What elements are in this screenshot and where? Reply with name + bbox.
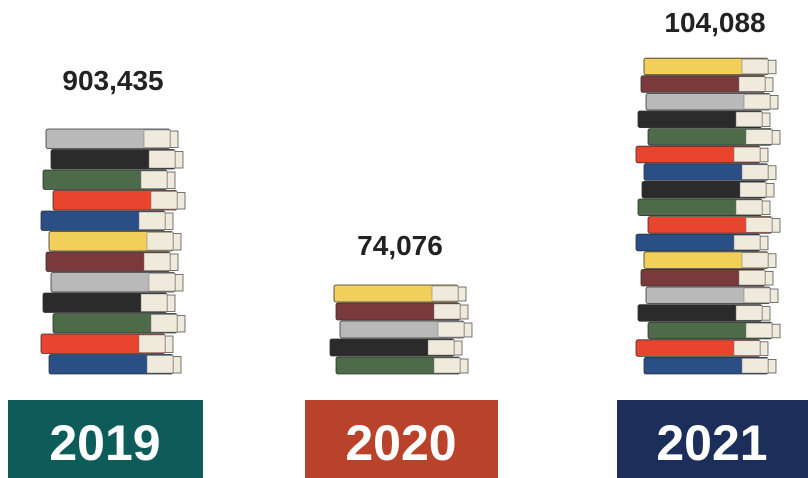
count-label: 74,076 — [357, 230, 443, 261]
book-spine-band — [437, 321, 465, 338]
book-spine-band — [146, 232, 174, 251]
book-spine-band — [433, 357, 461, 374]
book-spine-band — [148, 273, 176, 292]
book-spine-band — [146, 355, 174, 374]
book-spine-band — [741, 358, 769, 374]
book-spine-band — [140, 293, 168, 312]
book-spine-band — [140, 170, 168, 189]
book-spine-band — [150, 191, 178, 210]
book-spine-band — [741, 164, 769, 180]
book-spine-band — [741, 252, 769, 268]
book-spine-band — [735, 305, 763, 321]
book-spine-band — [143, 252, 171, 271]
book-spine-band — [138, 334, 166, 353]
book-spine-band — [150, 314, 178, 333]
book-stacks — [40, 57, 781, 375]
count-label: 104,088 — [664, 7, 765, 38]
year-box — [617, 400, 808, 478]
book-spine-band — [143, 129, 171, 148]
book-spine-band — [743, 287, 771, 303]
book-spine-band — [738, 76, 766, 92]
book-spine-band — [733, 146, 761, 163]
book-spine-band — [148, 150, 176, 169]
year-label: 2020 — [345, 415, 456, 471]
book-spine-band — [427, 339, 455, 356]
book-spine-band — [738, 270, 766, 286]
year-box — [8, 400, 203, 478]
book-spine-band — [735, 199, 763, 215]
year-label: 2019 — [49, 415, 160, 471]
book-spine-band — [138, 211, 166, 230]
book-spine-band — [733, 340, 761, 356]
book-spine-band — [745, 322, 773, 339]
book-spine-band — [743, 94, 771, 110]
book-spine-band — [733, 234, 761, 251]
year-label: 2021 — [656, 415, 767, 471]
book-spine-band — [735, 111, 763, 127]
book-spine-band — [745, 217, 773, 233]
book-spine-band — [741, 58, 769, 75]
book-spine-band — [745, 129, 773, 145]
book-spine-band — [739, 182, 767, 198]
year-box — [305, 400, 498, 478]
count-label: 903,435 — [62, 65, 163, 96]
book-spine-band — [433, 303, 461, 320]
book-spine-band — [431, 285, 459, 302]
